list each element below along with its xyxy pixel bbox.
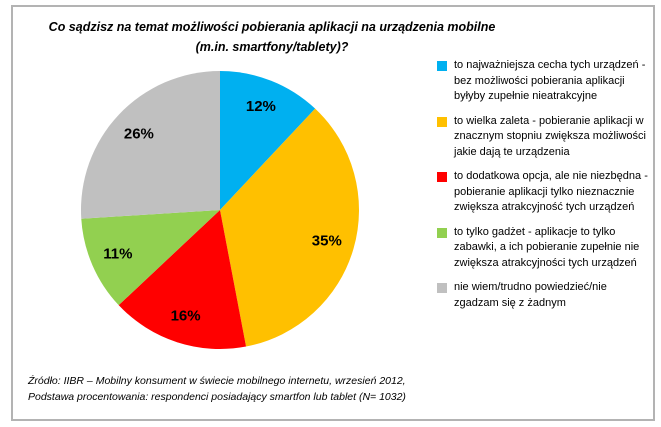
pie-data-label-0: 12%	[246, 98, 276, 115]
legend-swatch-icon-0	[437, 61, 447, 71]
pie-data-label-1: 35%	[312, 233, 342, 250]
chart-title-line-1: Co sądzisz na temat możliwości pobierani…	[48, 20, 496, 34]
legend-label-0: to najważniejsza cecha tych urządzeń - b…	[454, 59, 646, 102]
legend-item-3: to tylko gadżet - aplikacje to tylko zab…	[437, 225, 651, 272]
pie-data-label-2: 16%	[171, 307, 201, 324]
pie-data-label-4: 26%	[124, 125, 154, 142]
legend-label-3: to tylko gadżet - aplikacje to tylko zab…	[454, 225, 640, 269]
legend-swatch-icon-1	[437, 116, 447, 127]
legend-item-0: to najważniejsza cecha tych urządzeń - b…	[437, 58, 651, 105]
legend-item-1: to wielka zaleta - pobieranie aplikacji …	[437, 114, 651, 161]
legend-label-1: to wielka zaleta - pobieranie aplikacji …	[454, 114, 646, 158]
legend-label-2: to dodatkowa opcja, ale nie niezbędna - …	[454, 170, 648, 213]
legend-swatch-icon-2	[437, 172, 447, 182]
pie-data-label-3: 11%	[103, 246, 132, 263]
chart-legend: to najważniejsza cecha tych urządzeń - b…	[437, 58, 651, 320]
pie-slice-0	[220, 70, 316, 210]
legend-item-4: nie wiem/trudno powiedzieć/nie zgadzam s…	[437, 280, 651, 311]
pie-slice-2	[118, 210, 247, 350]
pie-slice-3	[81, 210, 221, 306]
chart-title: Co sądzisz na temat możliwości pobierani…	[12, 17, 532, 57]
pie-slice-1	[220, 108, 360, 347]
legend-label-4: nie wiem/trudno powiedzieć/nie zgadzam s…	[454, 281, 607, 309]
source-note-line-1: Źródło: IIBR – Mobilny konsument w świec…	[28, 375, 406, 387]
chart-title-line-2: (m.in. smartfony/tablety)?	[195, 40, 349, 54]
legend-swatch-icon-4	[437, 283, 447, 293]
legend-item-2: to dodatkowa opcja, ale nie niezbędna - …	[437, 169, 651, 216]
source-note-line-2: Podstawa procentowania: respondenci posi…	[28, 391, 406, 403]
legend-swatch-icon-3	[437, 227, 447, 238]
source-note: Źródło: IIBR – Mobilny konsument w świec…	[28, 373, 448, 405]
pie-slice-4	[80, 71, 220, 219]
